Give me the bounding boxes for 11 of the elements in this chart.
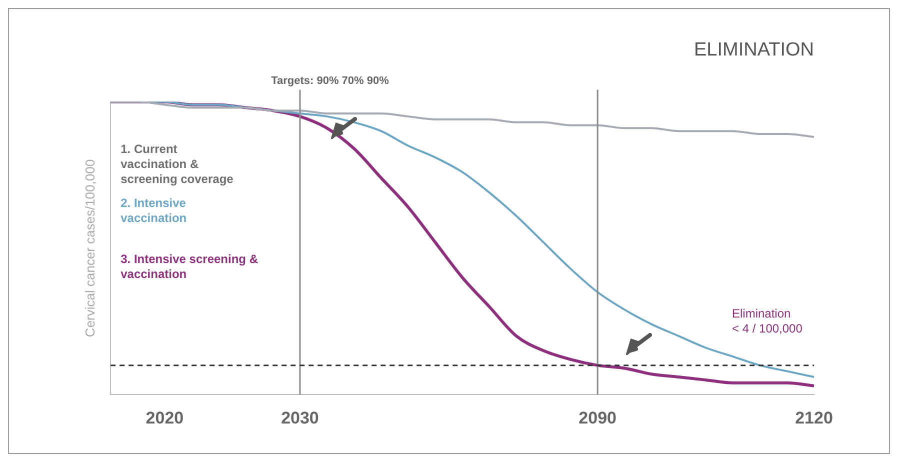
x-tick-label: 2090 xyxy=(578,408,616,428)
x-tick-label: 2030 xyxy=(281,408,319,428)
chart-title: ELIMINATION xyxy=(694,40,814,61)
text: Targets: 90% 70% 90% xyxy=(271,74,390,87)
text: 2. Intensive vaccination xyxy=(120,196,187,226)
text: 1. Current vaccination & screening coverage xyxy=(120,142,234,186)
y-axis-title: Cervical cancer cases/100,000 xyxy=(82,159,98,338)
x-tick-label: 2020 xyxy=(146,408,184,428)
x-tick-label: 2120 xyxy=(795,408,833,428)
text: 3. Intensive screening & vaccination xyxy=(120,252,258,281)
ref-line-label: Elimination < 4 / 100,000 xyxy=(732,306,803,336)
